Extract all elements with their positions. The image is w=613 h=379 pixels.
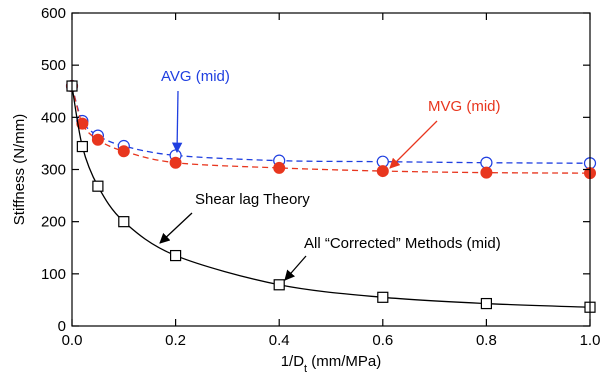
data-point-mvg-mid bbox=[117, 145, 130, 158]
data-point-corrected-mid bbox=[480, 297, 492, 310]
x-tick-label: 0.8 bbox=[476, 332, 497, 349]
data-point-avg-mid bbox=[480, 156, 493, 169]
series-avg-mid bbox=[65, 79, 597, 170]
y-tick-label: 200 bbox=[41, 214, 66, 231]
y-tick-label: 0 bbox=[58, 318, 66, 335]
data-point-corrected-mid bbox=[118, 216, 130, 228]
y-tick-label: 500 bbox=[41, 57, 66, 74]
annotation-mvg: MVG (mid) bbox=[428, 98, 501, 115]
data-point-mvg-mid bbox=[480, 166, 493, 179]
x-tick-label: 0.4 bbox=[269, 332, 290, 349]
series-line-mvg-mid bbox=[71, 85, 591, 174]
data-point-corrected-mid bbox=[273, 279, 285, 291]
annotation-avg: AVG (mid) bbox=[161, 68, 230, 85]
series-mvg-mid bbox=[66, 80, 596, 180]
data-point-mvg-mid bbox=[76, 117, 89, 130]
data-point-mvg-mid bbox=[273, 161, 286, 174]
x-axis-title-main: 1/D bbox=[281, 353, 305, 370]
y-tick-label: 100 bbox=[41, 266, 66, 283]
data-point-corrected-mid bbox=[377, 291, 389, 303]
y-tick-label: 400 bbox=[41, 109, 66, 126]
arrow-mvg bbox=[389, 120, 438, 169]
arrow-avg bbox=[171, 90, 183, 154]
x-axis-title-unit: (mm/MPa) bbox=[307, 353, 381, 370]
y-axis-title: Stiffness (N/mm) bbox=[11, 114, 28, 225]
series-line-avg-mid bbox=[71, 85, 591, 164]
plot-frame bbox=[71, 12, 591, 327]
x-axis-title-subscript: t bbox=[304, 363, 307, 375]
data-point-mvg-mid bbox=[169, 156, 182, 169]
data-point-corrected-mid bbox=[170, 249, 182, 262]
x-axis-title: 1/Dt (mm/MPa) bbox=[281, 353, 382, 375]
annotation-layer: AVG (mid) MVG (mid) Shear lag Theory All… bbox=[159, 68, 501, 281]
annotation-shear-lag: Shear lag Theory bbox=[195, 191, 310, 208]
series-layer bbox=[65, 79, 597, 313]
arrow-corrected bbox=[284, 255, 307, 281]
ticks-layer: 0.0 0.2 0.4 0.6 0.8 1.0 0 100 200 300 400 500 600 bbox=[41, 5, 600, 349]
arrow-shear-lag bbox=[159, 212, 193, 244]
x-tick-label: 1.0 bbox=[580, 332, 601, 349]
annotation-corrected: All “Corrected” Methods (mid) bbox=[304, 235, 501, 252]
y-tick-label: 300 bbox=[41, 162, 66, 179]
series-line-corrected-mid bbox=[71, 85, 591, 308]
data-point-corrected-mid bbox=[76, 140, 88, 153]
x-tick-label: 0.0 bbox=[62, 332, 83, 349]
y-tick-label: 600 bbox=[41, 5, 66, 22]
data-point-corrected-mid bbox=[92, 180, 104, 192]
series-corrected-mid bbox=[66, 80, 596, 313]
x-tick-label: 0.2 bbox=[165, 332, 186, 349]
x-tick-label: 0.6 bbox=[372, 332, 393, 349]
data-point-mvg-mid bbox=[376, 165, 389, 178]
data-point-mvg-mid bbox=[91, 133, 104, 146]
